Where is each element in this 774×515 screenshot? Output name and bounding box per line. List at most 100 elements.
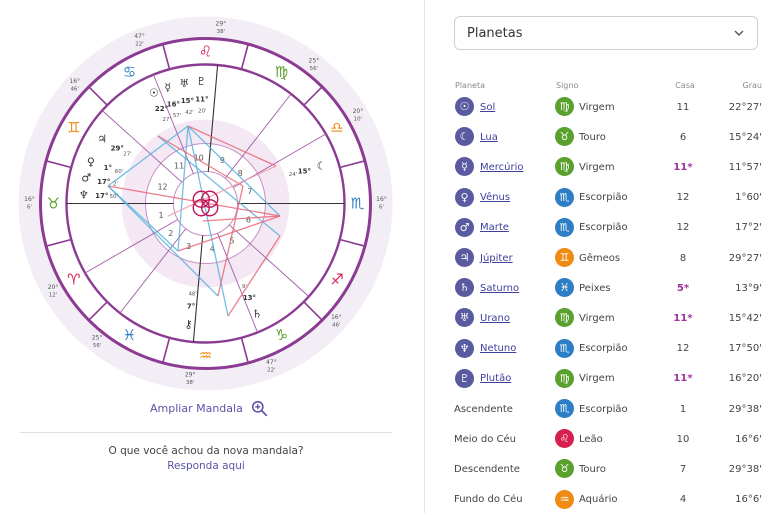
cusp-minute: 22' — [267, 368, 276, 374]
planet-link[interactable]: Plutão — [480, 373, 512, 385]
planet-minute: 42' — [185, 110, 194, 116]
aquarius-icon: ♒ — [555, 489, 574, 509]
planet-glyph: ♆ — [79, 188, 89, 201]
planet-minute: 2' — [113, 181, 118, 187]
chevron-down-icon — [734, 30, 744, 36]
sign-name: Virgem — [579, 101, 615, 113]
taurus-icon: ♉ — [555, 459, 574, 479]
aspect-line — [107, 125, 189, 187]
house-number: 10 — [676, 433, 690, 445]
cusp-minute: 38' — [217, 29, 226, 35]
house-number: 8 — [238, 169, 243, 178]
aquarius-icon: ♒ — [199, 347, 212, 365]
aspect-line — [157, 135, 244, 187]
header-degree: Grau — [742, 81, 762, 90]
enlarge-mandala-link[interactable]: Ampliar Mandala — [150, 400, 268, 417]
cusp-degree: 47° — [266, 359, 277, 366]
feedback-section: O que você achou da nova mandala? Respon… — [20, 444, 392, 474]
scorpio-icon: ♏ — [351, 195, 365, 213]
saturn-icon: ♄ — [455, 278, 474, 298]
point-label: Ascendente — [454, 403, 513, 415]
header-planet: Planeta — [455, 81, 485, 90]
enlarge-mandala-label[interactable]: Ampliar Mandala — [150, 402, 243, 415]
planet-link[interactable]: Marte — [480, 222, 509, 234]
house-number: 11* — [673, 312, 693, 324]
planet-link[interactable]: Júpiter — [480, 252, 513, 264]
planet-glyph: ☾ — [317, 159, 327, 172]
degree-value: 15°24' — [728, 131, 762, 143]
view-select[interactable]: Planetas — [454, 16, 758, 50]
degree-value: 15°42' — [728, 312, 762, 324]
table-row: ☿ Mercúrio ♍ Virgem 11* 11°57' — [454, 152, 764, 182]
house-cusp-line — [84, 219, 179, 274]
planet-glyph: ♇ — [196, 75, 206, 88]
panel-divider — [424, 0, 425, 513]
cusp-degree: 29° — [185, 371, 196, 378]
aspect-line — [187, 125, 281, 217]
planet-link[interactable]: Lua — [480, 131, 498, 143]
cusp-degree: 16° — [24, 196, 35, 203]
planet-glyph: ☿ — [164, 81, 171, 94]
planet-minute: 20' — [198, 109, 207, 115]
table-row: ♃ Júpiter ♊ Gêmeos 8 29°27' — [454, 243, 764, 273]
house-number: 12 — [157, 183, 167, 192]
virgo-icon: ♍ — [275, 63, 288, 81]
aspect-line — [202, 215, 281, 222]
house-number: 5 — [229, 237, 234, 246]
zodiac-divider — [339, 160, 366, 169]
house-number: 4 — [679, 494, 687, 506]
planet-link[interactable]: Mercúrio — [480, 161, 524, 173]
planet-degree: 7° — [187, 302, 195, 310]
sign-name: Gêmeos — [579, 252, 621, 264]
sign-name: Peixes — [579, 282, 611, 294]
table-row: Meio do Céu ♌ Leão 10 16°6' — [454, 424, 764, 454]
libra-icon: ♎ — [330, 119, 343, 137]
aspect-line — [157, 135, 281, 237]
degree-value: 29°38' — [728, 403, 762, 415]
zoom-in-icon[interactable] — [251, 400, 268, 417]
planet-link[interactable]: Vênus — [480, 192, 511, 204]
virgo-icon: ♍ — [555, 308, 574, 328]
moon-icon: ☾ — [455, 127, 474, 147]
capricorn-icon: ♑ — [275, 326, 288, 344]
planet-degree: 17° — [97, 178, 110, 186]
pisces-icon: ♓ — [123, 326, 136, 344]
virgo-icon: ♍ — [555, 97, 574, 116]
table-row: ♇ Plutão ♍ Virgem 11* 16°20' — [454, 364, 764, 394]
gemini-icon: ♊ — [67, 119, 80, 137]
degree-value: 16°6' — [735, 494, 762, 506]
planet-degree: 17° — [95, 192, 108, 200]
birth-chart-mandala[interactable]: ♌♋♊♉♈♓♒♑♐♏♎♍16°6'20°12'25°56'29°38'47°22… — [18, 16, 393, 391]
leo-icon: ♌ — [555, 429, 574, 449]
planet-link[interactable]: Netuno — [480, 343, 517, 355]
leo-icon: ♌ — [199, 43, 212, 61]
zodiac-divider — [240, 337, 249, 364]
scorpio-icon: ♏ — [555, 399, 574, 418]
planet-link[interactable]: Urano — [480, 312, 511, 324]
cancer-icon: ♋ — [123, 63, 136, 81]
planet-link[interactable]: Sol — [480, 101, 496, 113]
house-number: 1 — [679, 403, 687, 415]
house-cusp-line — [101, 110, 183, 183]
cusp-degree: 47° — [134, 33, 145, 40]
planet-minute: 27' — [162, 117, 171, 123]
center-knot — [201, 199, 219, 217]
planet-degree: 15° — [298, 167, 311, 175]
degree-value: 29°38' — [728, 463, 762, 475]
feedback-answer-link[interactable]: Responda aqui — [167, 460, 245, 472]
planet-minute: 50' — [109, 194, 118, 200]
planet-minute: 27' — [123, 152, 132, 158]
sign-name: Virgem — [579, 161, 615, 173]
planet-link[interactable]: Saturno — [480, 282, 520, 294]
house-cusp-line — [153, 74, 194, 174]
zodiac-divider — [162, 337, 171, 364]
virgo-icon: ♍ — [555, 368, 574, 388]
planet-minute: 24' — [289, 172, 298, 178]
house-number: 11 — [174, 161, 184, 170]
planet-degree: 29° — [111, 144, 124, 152]
feedback-divider — [20, 432, 392, 433]
planet-minute: 9' — [242, 284, 247, 290]
aspect-line — [107, 185, 179, 252]
planet-degree: 13° — [243, 294, 256, 302]
cusp-degree: 16° — [69, 78, 80, 85]
